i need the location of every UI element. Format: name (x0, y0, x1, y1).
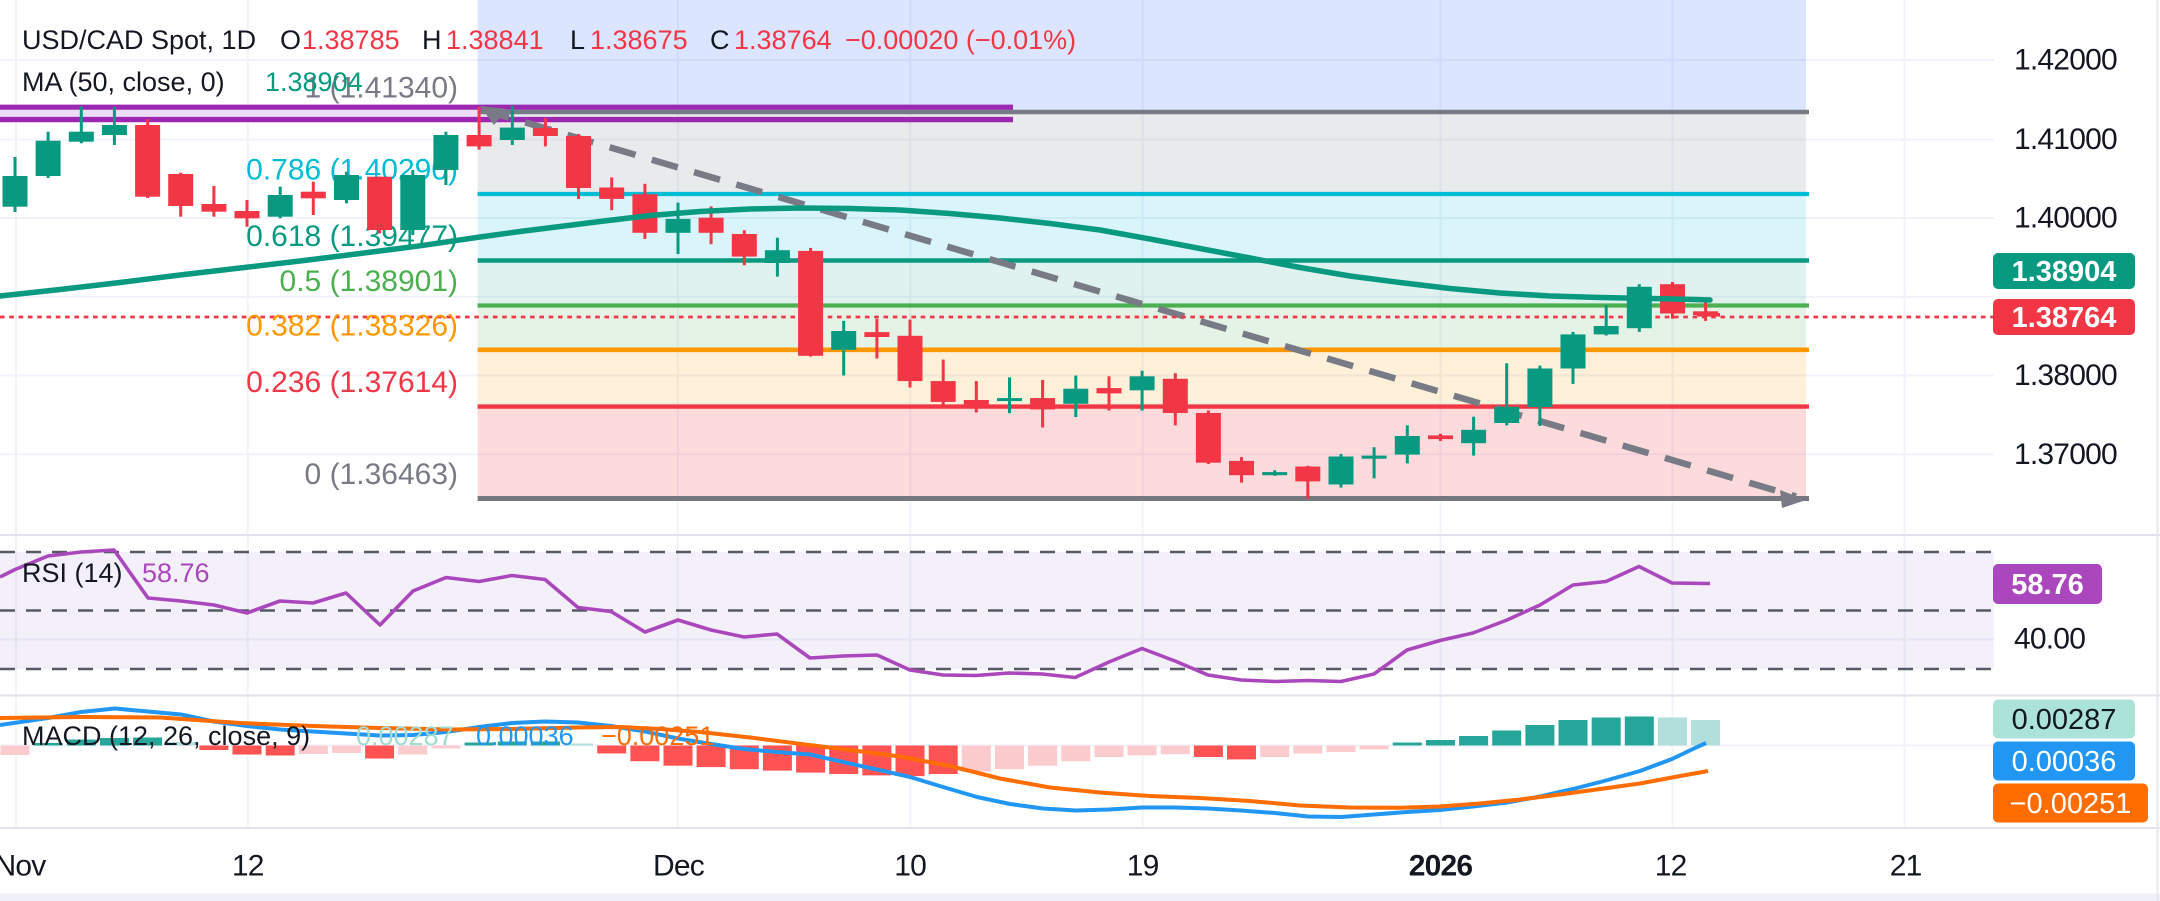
svg-text:1.38904: 1.38904 (2012, 256, 2117, 288)
svg-text:1.38675: 1.38675 (590, 25, 688, 55)
svg-text:1.38841: 1.38841 (446, 25, 544, 55)
svg-text:−0.00251: −0.00251 (2010, 788, 2132, 820)
svg-text:0.00287: 0.00287 (356, 721, 454, 751)
svg-text:0.618 (1.39477): 0.618 (1.39477) (246, 220, 458, 253)
svg-text:0 (1.36463): 0 (1.36463) (305, 458, 458, 491)
svg-text:58.76: 58.76 (142, 558, 210, 588)
svg-text:58.76: 58.76 (2011, 569, 2084, 601)
svg-text:19: 19 (1127, 850, 1159, 883)
svg-text:1.41000: 1.41000 (2014, 123, 2117, 156)
svg-text:0.382 (1.38326): 0.382 (1.38326) (246, 310, 458, 343)
svg-text:12: 12 (232, 850, 264, 883)
svg-text:1.38764: 1.38764 (2012, 302, 2117, 334)
svg-text:0.5 (1.38901): 0.5 (1.38901) (280, 265, 458, 298)
svg-text:1 (1.41340): 1 (1.41340) (305, 72, 458, 105)
svg-text:1.37000: 1.37000 (2014, 438, 2117, 471)
svg-text:MACD (12, 26, close, 9): MACD (12, 26, close, 9) (22, 721, 310, 751)
svg-text:0.00036: 0.00036 (476, 721, 574, 751)
svg-text:1.38000: 1.38000 (2014, 359, 2117, 392)
svg-text:O: O (280, 25, 301, 55)
svg-text:USD/CAD Spot, 1D: USD/CAD Spot, 1D (22, 25, 256, 55)
svg-text:RSI (14): RSI (14) (22, 558, 123, 588)
svg-text:12: 12 (1655, 850, 1687, 883)
svg-text:Dec: Dec (653, 850, 705, 883)
svg-text:L: L (570, 25, 585, 55)
svg-text:1.40000: 1.40000 (2014, 202, 2117, 235)
svg-text:C: C (710, 25, 730, 55)
svg-text:H: H (422, 25, 442, 55)
svg-text:0.00036: 0.00036 (2012, 746, 2117, 778)
svg-text:−0.00251: −0.00251 (601, 721, 714, 751)
svg-text:1.38785: 1.38785 (302, 25, 400, 55)
svg-text:1.42000: 1.42000 (2014, 44, 2117, 77)
svg-text:−0.00020 (−0.01%): −0.00020 (−0.01%) (845, 25, 1076, 55)
svg-text:0.00287: 0.00287 (2012, 704, 2117, 736)
svg-text:MA (50, close, 0): MA (50, close, 0) (22, 67, 225, 97)
svg-text:21: 21 (1890, 850, 1922, 883)
svg-text:0.236 (1.37614): 0.236 (1.37614) (246, 366, 458, 399)
svg-text:10: 10 (894, 850, 926, 883)
svg-text:Nov: Nov (0, 850, 46, 883)
svg-text:1.38764: 1.38764 (734, 25, 832, 55)
svg-text:40.00: 40.00 (2014, 623, 2085, 656)
svg-text:1.38904: 1.38904 (265, 67, 363, 97)
svg-text:2026: 2026 (1409, 850, 1473, 883)
